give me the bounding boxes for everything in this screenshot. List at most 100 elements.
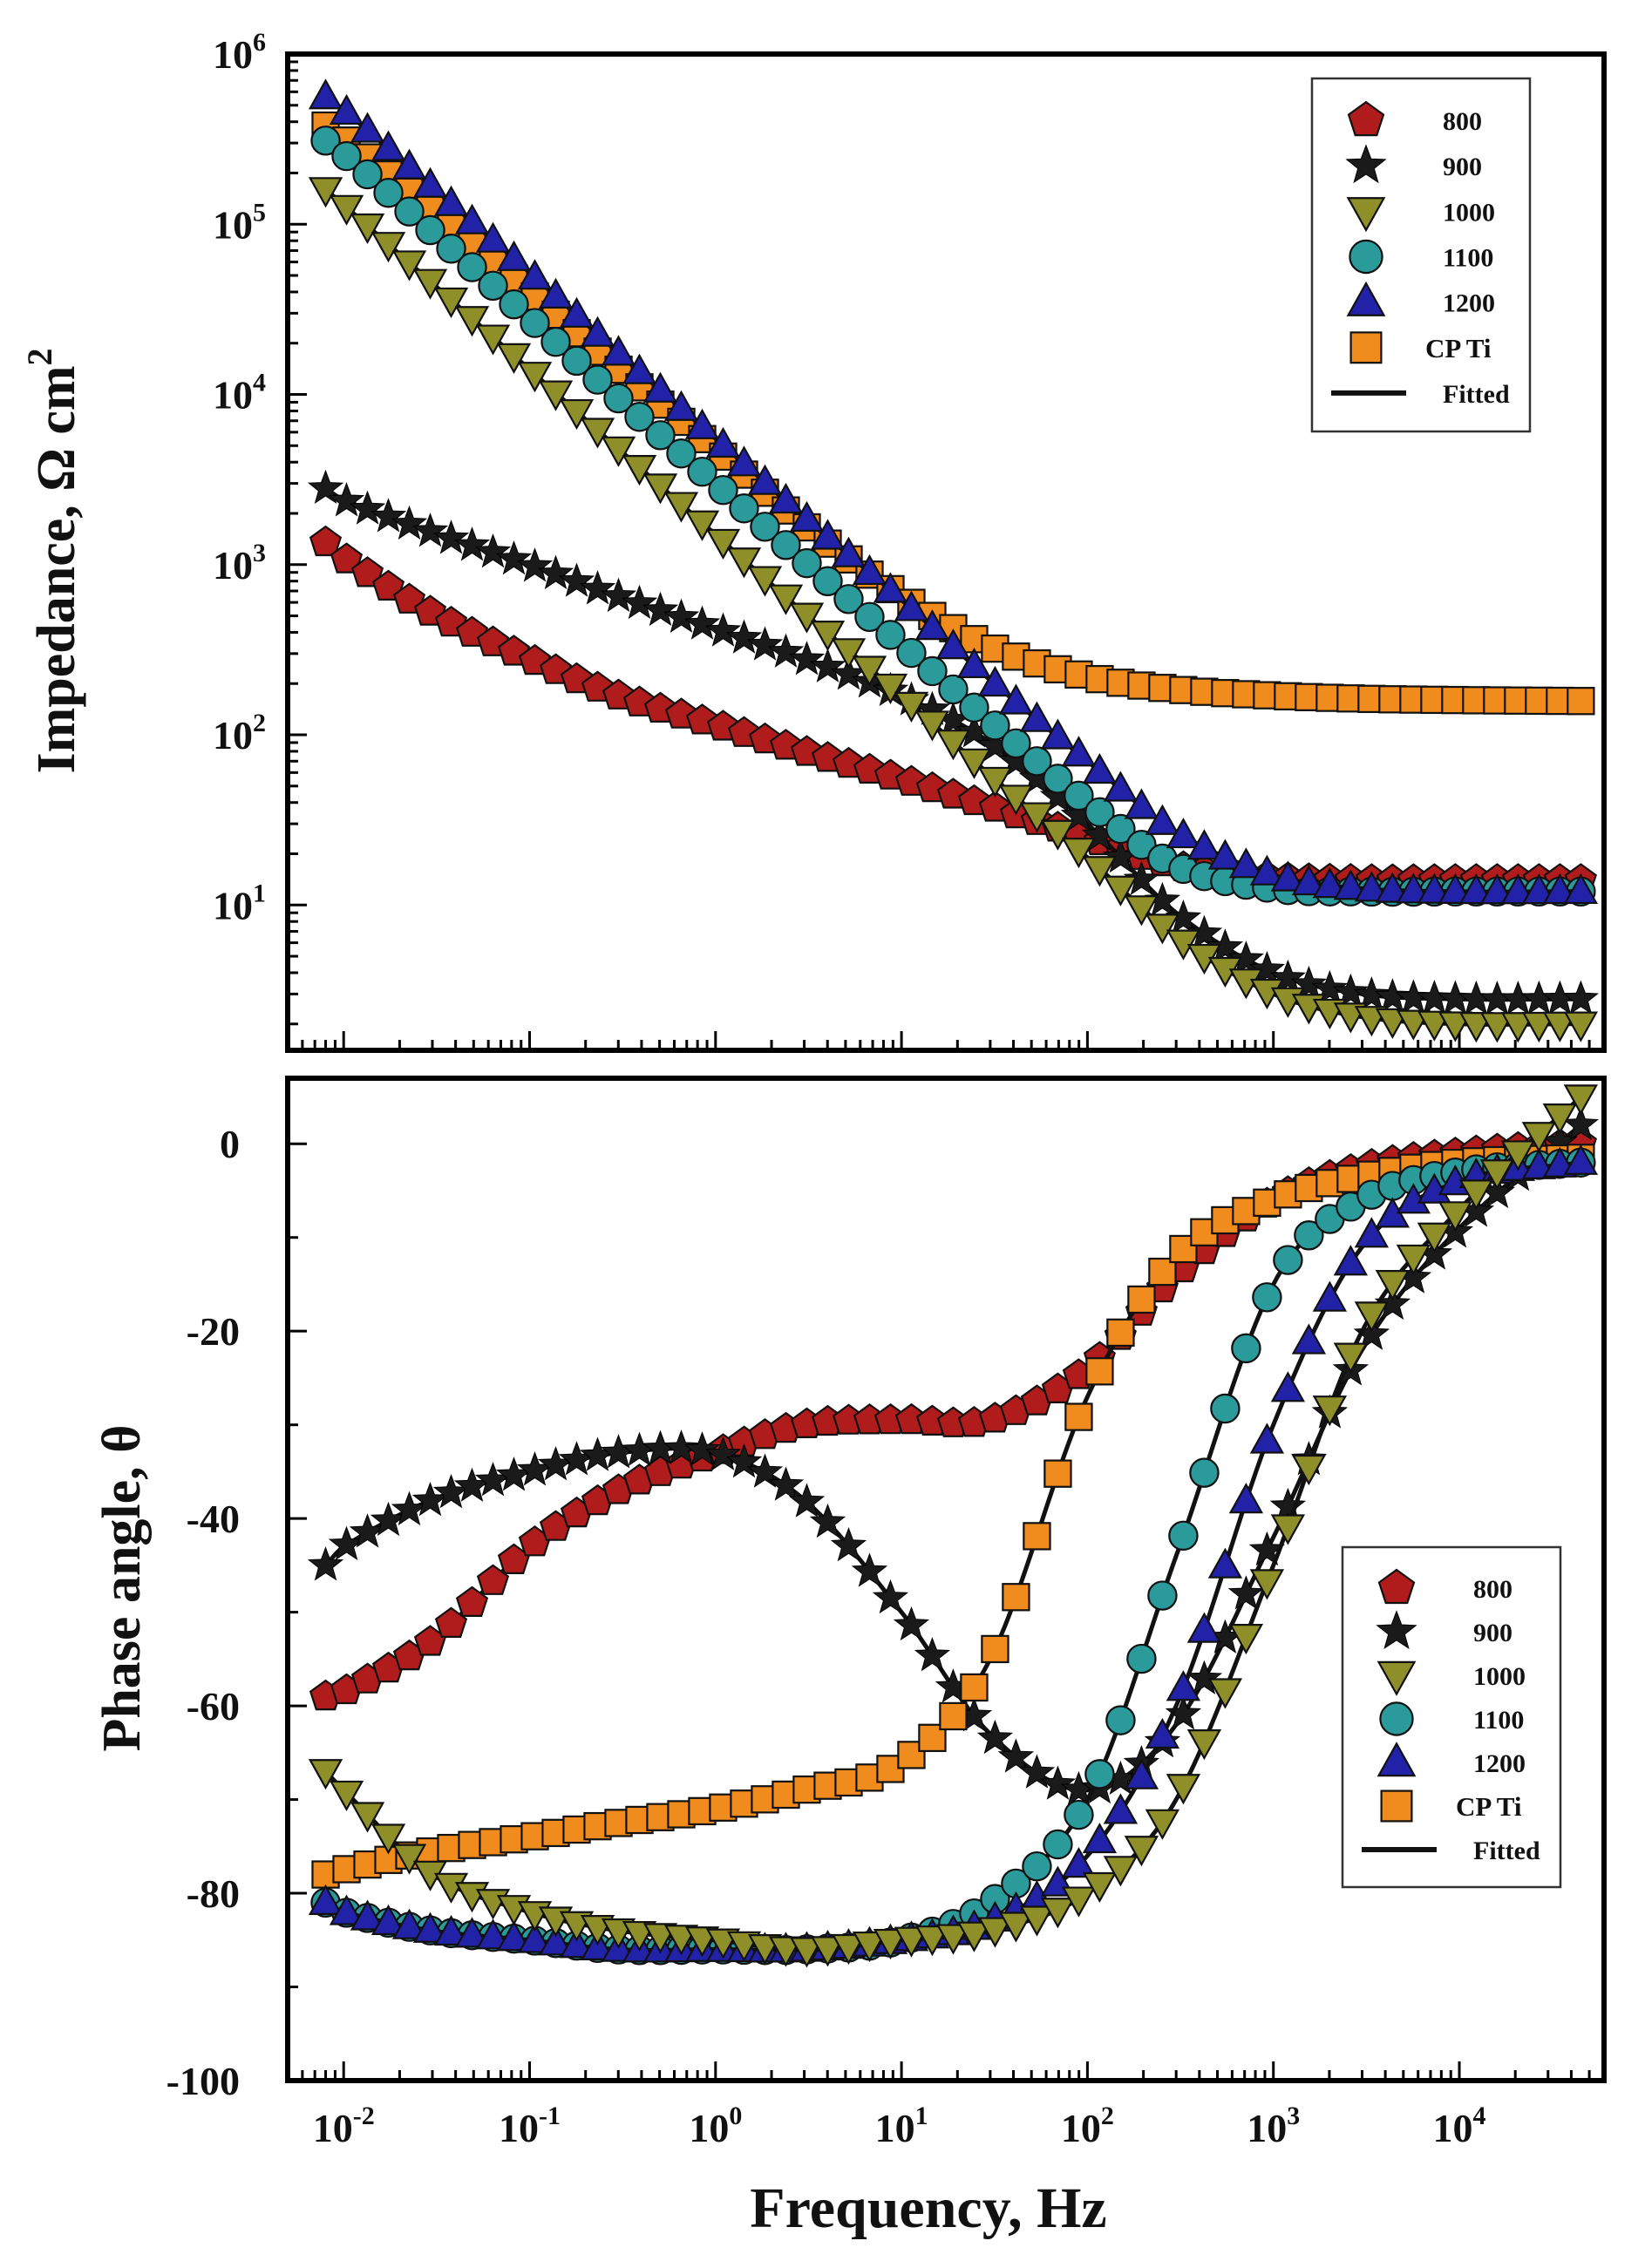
data-point-1200 [1396,873,1431,904]
data-point-900 [391,1490,428,1525]
data-point-1200 [831,536,867,567]
data-point-1000 [1082,1871,1118,1904]
data-point-1200 [1500,873,1536,905]
data-point-900 [495,1457,533,1491]
data-point-1200 [601,335,636,366]
data-point-1000 [1563,1011,1599,1042]
data-point-1100 [938,674,969,705]
data-point-1000 [768,584,804,615]
data-point-1100 [1126,830,1157,860]
data-point-1000 [831,638,867,669]
legend-marker-1000 [1376,1660,1417,1696]
data-point-1000 [1103,1856,1139,1887]
legend-label: 800 [1443,107,1482,136]
data-point-900 [411,513,449,547]
series-900 [307,1106,1599,1806]
data-point-1000 [1270,1514,1306,1545]
data-point-cp-ti [1127,1285,1156,1314]
data-point-1100 [917,655,948,687]
data-point-1200 [1082,752,1118,784]
data-point-900 [1144,881,1181,917]
data-point-1000 [1396,1244,1431,1276]
data-point-1200 [1207,839,1243,870]
data-point-cp-ti [1567,687,1595,716]
data-point-1100 [1022,746,1052,777]
plot-area [307,78,1599,1043]
series-cp-ti [311,1144,1595,1889]
data-point-1000 [1458,1179,1494,1211]
markers-1200 [308,78,1599,905]
data-point-1000 [768,1936,804,1967]
data-point-900 [663,1429,700,1464]
x-tick-label: 101 [875,2102,928,2150]
data-point-1200 [1019,701,1055,732]
data-point-1100 [436,234,466,264]
data-point-1000 [412,268,448,300]
data-point-1000 [998,784,1034,816]
data-point-1000 [329,1780,364,1812]
data-point-1000 [329,194,364,226]
data-point-1000 [517,362,553,393]
data-point-1100 [1043,1829,1073,1860]
data-point-900 [558,562,595,597]
legend-entry-cp-ti: CP Ti [1380,1789,1522,1823]
data-point-1100 [1022,1850,1052,1882]
legend-label: CP Ti [1456,1791,1522,1822]
data-point-1000 [852,1931,887,1963]
data-point-900 [1248,950,1286,986]
data-point-cp-ti [1023,1522,1051,1551]
data-point-1200 [1207,1547,1243,1579]
x-tick-label: 104 [1433,2102,1486,2150]
data-point-1100 [1168,1520,1199,1552]
data-point-900 [537,1446,574,1481]
data-point-1200 [1354,1217,1390,1248]
data-point-1200 [308,1884,343,1915]
markers-1000 [308,177,1599,1043]
data-point-1000 [1563,1084,1599,1116]
data-point-900 [809,648,846,682]
data-point-1000 [684,510,720,541]
data-point-900 [370,498,407,533]
data-point-900 [474,533,512,568]
legend-marker-900 [1376,1610,1417,1650]
data-point-800 [350,556,384,587]
data-point-1200 [1458,873,1494,905]
data-point-1200 [1061,1847,1097,1878]
legend-label: Fitted [1443,380,1510,409]
x-tick-label: 102 [1061,2102,1114,2150]
data-point-1100 [1252,1282,1282,1313]
data-point-1000 [350,213,385,245]
data-point-900 [432,1473,470,1509]
data-point-1000 [1542,1011,1578,1042]
data-point-1100 [708,474,738,506]
data-point-900 [704,612,742,647]
data-point-1200 [1333,1245,1369,1276]
data-point-1000 [1082,856,1118,887]
data-point-1100 [499,289,529,320]
data-point-1000 [370,232,406,263]
data-point-1200 [1228,847,1264,879]
data-point-1000 [370,1823,406,1855]
data-point-1000 [308,1759,343,1790]
data-point-1200 [433,1914,469,1946]
data-point-1200 [726,445,762,477]
y-tick-label: -80 [187,1871,240,1916]
legend-marker-1000 [1346,197,1386,233]
data-point-1100 [331,140,362,172]
data-point-cp-ti [939,1701,968,1731]
plot-frame [285,1076,1607,2083]
data-point-1000 [1124,1836,1159,1867]
data-point-1000 [810,620,846,652]
data-point-1200 [914,609,950,641]
data-point-1100 [1294,1220,1324,1251]
data-point-1100 [687,456,717,487]
data-point-900 [579,570,616,605]
data-point-1200 [956,647,992,679]
legend-label: Fitted [1473,1837,1540,1865]
data-point-1200 [1375,872,1410,903]
data-point-1200 [1417,873,1452,904]
data-point-900 [328,482,365,517]
data-point-900 [453,526,491,561]
data-point-1100 [750,512,780,542]
